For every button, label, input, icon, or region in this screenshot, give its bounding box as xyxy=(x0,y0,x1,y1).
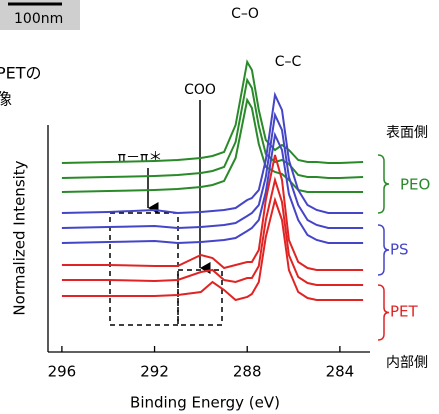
side-label: 内部側 xyxy=(386,355,428,371)
x-tick-label: 288 xyxy=(233,363,262,381)
x-tick-label: 292 xyxy=(140,363,169,381)
annotation: COO xyxy=(184,82,216,98)
page: 100nm PETの 像 Binding Energy (eV) Normali… xyxy=(0,0,439,414)
spectrum-line xyxy=(62,62,363,163)
group-brace xyxy=(378,285,389,340)
scale-bar-label: 100nm xyxy=(14,11,63,27)
x-tick-label: 284 xyxy=(326,363,355,381)
caption-line: PETの xyxy=(0,64,42,83)
y-axis-label: Normalized Intensity xyxy=(11,160,29,315)
annotation: C–O xyxy=(231,6,259,22)
chart: 100nm PETの 像 Binding Energy (eV) Normali… xyxy=(0,0,439,414)
group-label: PS xyxy=(390,241,409,259)
side-label: 表面側 xyxy=(386,125,428,141)
group-brace xyxy=(378,225,389,275)
caption-line: 像 xyxy=(0,90,12,109)
x-axis-label: Binding Energy (eV) xyxy=(130,394,280,412)
annotation: π－π＊ xyxy=(118,150,163,166)
spectrum-line xyxy=(62,95,363,213)
highlight-box xyxy=(110,213,178,325)
group-label: PEO xyxy=(400,176,430,194)
group-label: PET xyxy=(390,303,419,321)
x-tick-label: 296 xyxy=(48,363,77,381)
spectrum-line xyxy=(62,100,363,192)
group-brace xyxy=(378,155,389,213)
annotation: C–C xyxy=(275,54,302,70)
